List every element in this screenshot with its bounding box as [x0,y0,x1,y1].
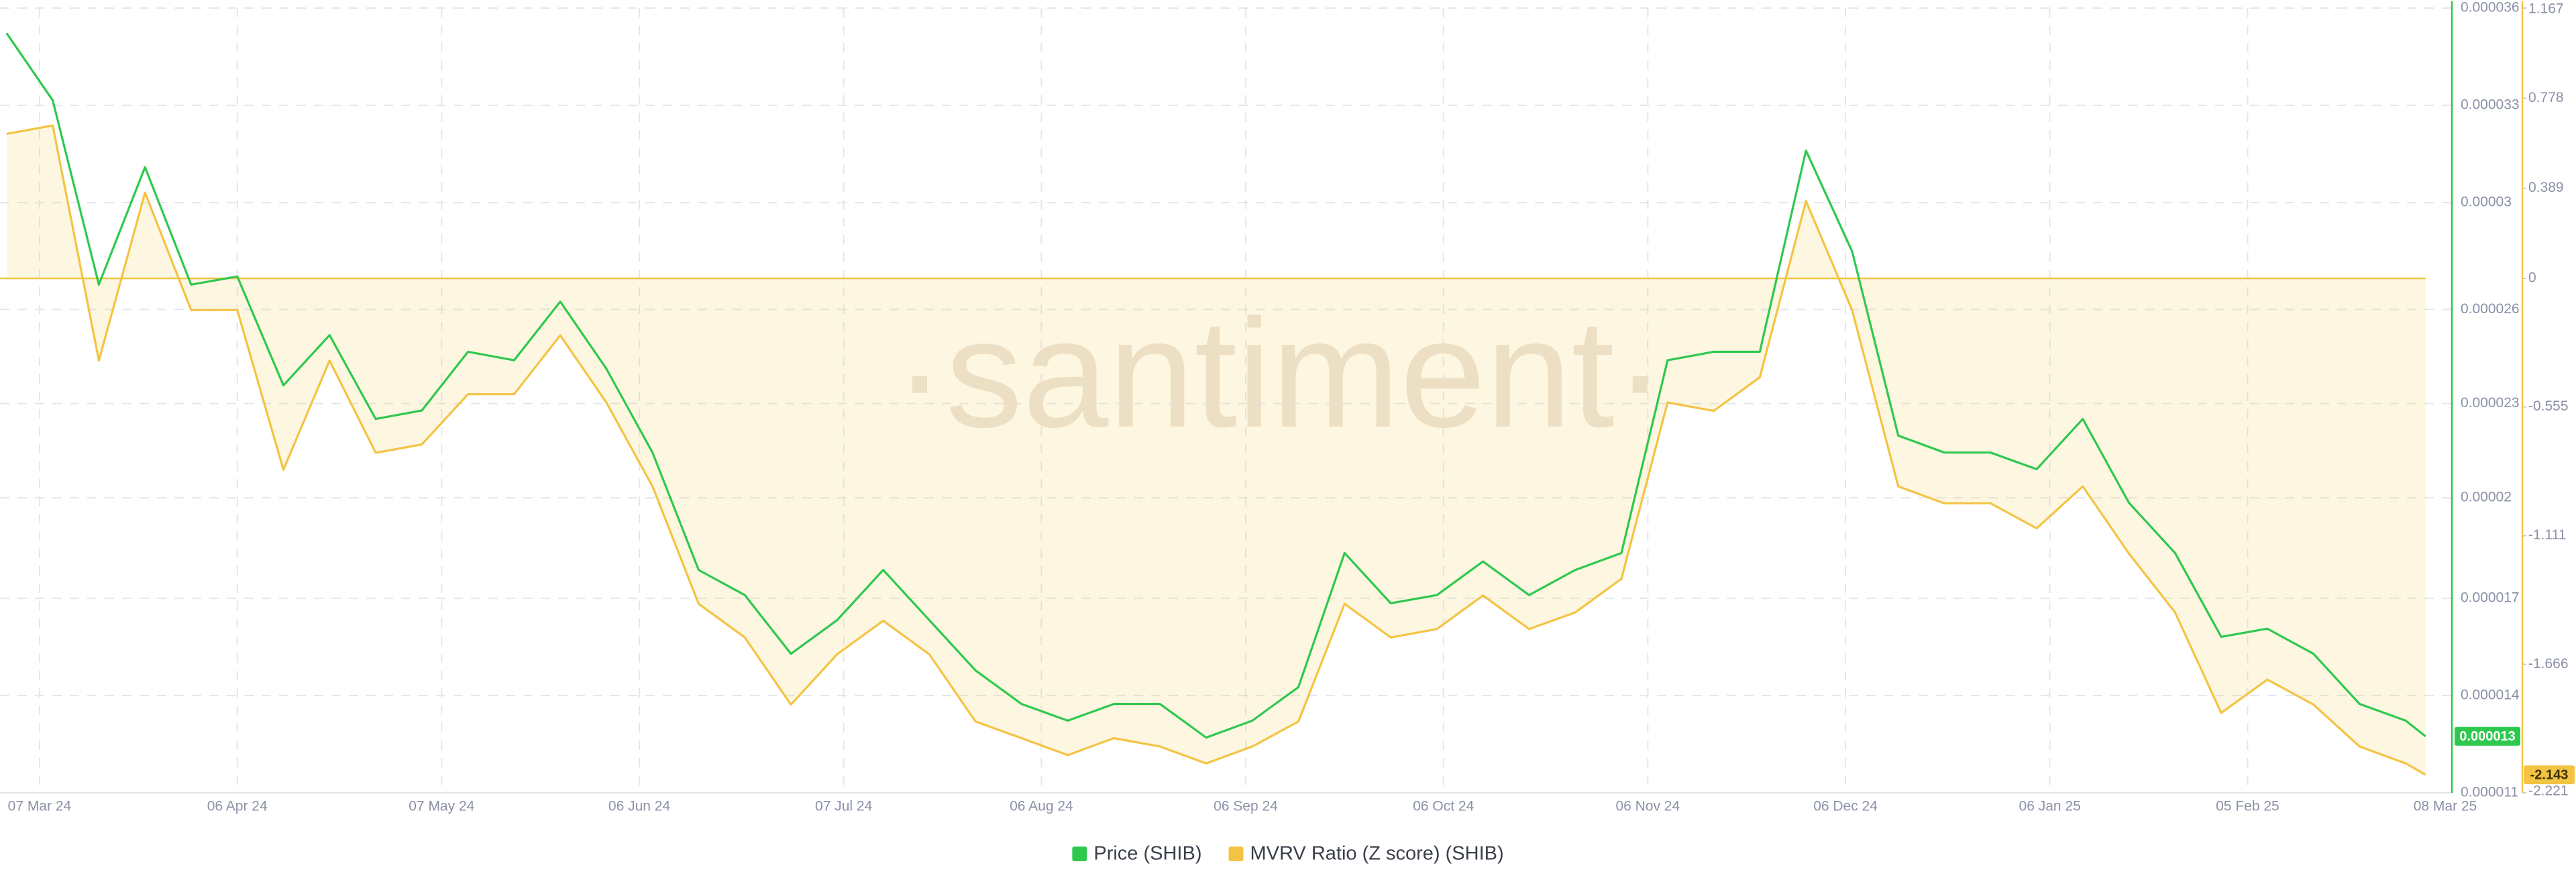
line [6,124,2426,776]
y-tick-label: 0.000023 [2461,395,2520,411]
x-tick-label: 08 Mar 25 [2414,799,2477,814]
current-value-label: 0.000013 [2459,729,2515,744]
x-tick-label: 06 Jun 24 [608,799,671,814]
y-tick-label: 0.000011 [2461,785,2518,800]
legend-swatch [1072,847,1087,861]
y-tick-label: 0.00003 [2461,195,2512,210]
x-tick-label: 06 Nov 24 [1615,799,1680,814]
line [5,32,2426,739]
grid [0,7,2453,794]
y2-tick-label: -1.111 [2528,527,2566,543]
y-tick-label: 0.000033 [2461,97,2520,113]
y-tick-label: 0.00002 [2461,490,2512,505]
y-tick-label: 0.000026 [2461,301,2520,317]
x-tick-label: 06 Apr 24 [207,799,268,814]
y2-tick-label: 0.778 [2528,90,2564,105]
y2-tick-label: -2.221 [2528,783,2569,799]
x-tick-label: 07 Jul 24 [815,799,873,814]
y2-tick-label: -1.666 [2528,656,2569,671]
y-tick-label: 0.000014 [2461,687,2520,702]
y-tick-label: 0.000036 [2461,0,2520,15]
legend-label: MVRV Ratio (Z score) (SHIB) [1250,843,1504,865]
legend: Price (SHIB) MVRV Ratio (Z score) (SHIB) [1072,843,1504,865]
y2-tick-label: -0.555 [2528,398,2569,414]
watermark: ·santiment· [894,287,1666,459]
area [6,125,2426,775]
y2-tick-label: 1.167 [2528,1,2564,17]
x-tick-label: 06 Jan 25 [2019,799,2081,814]
x-tick-label: 06 Dec 24 [1813,799,1878,814]
y-tick-label: 0.000017 [2461,590,2520,605]
legend-swatch [1228,847,1244,861]
y2-tick-label: 0 [2528,270,2536,286]
y2-tick-label: 0.389 [2528,180,2564,195]
x-tick-label: 06 Aug 24 [1010,799,1073,814]
x-tick-label: 07 May 24 [409,799,474,814]
x-tick-label: 06 Sep 24 [1214,799,1278,814]
x-tick-label: 07 Mar 24 [8,799,72,814]
x-tick-label: 06 Oct 24 [1413,799,1474,814]
legend-label: Price (SHIB) [1093,843,1201,865]
current-value-badge [2455,726,2520,746]
current-value-label: -2.143 [2530,767,2569,782]
x-tick-label: 05 Feb 25 [2216,799,2279,814]
current-value-badge [2524,765,2575,785]
